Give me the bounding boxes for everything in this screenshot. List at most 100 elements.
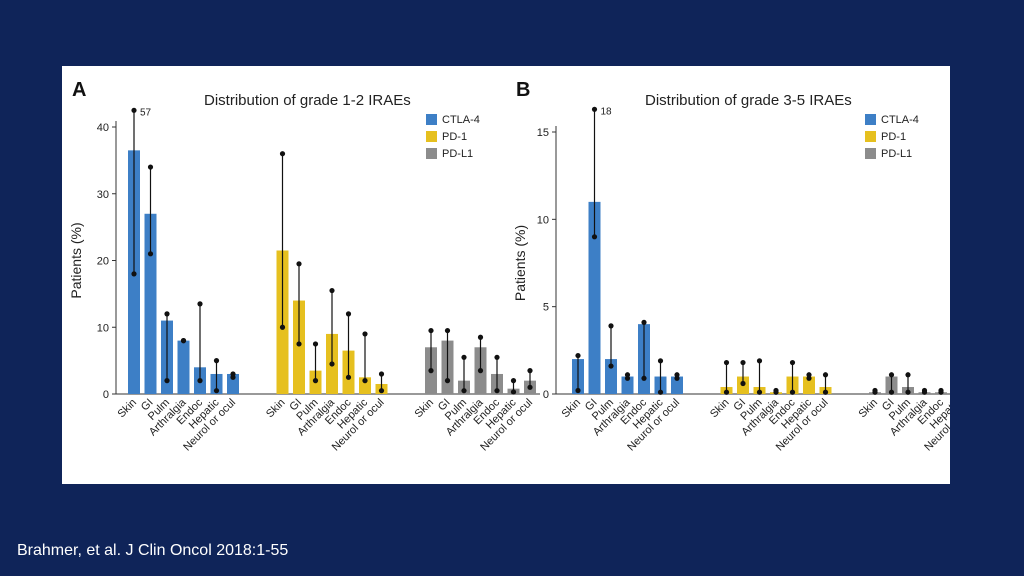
error-bar-low xyxy=(147,251,154,257)
error-bar-low xyxy=(888,389,895,395)
error-bar-low xyxy=(213,388,220,394)
error-bar-low xyxy=(428,368,434,374)
x-tick-label: Skin xyxy=(559,397,583,421)
error-bar-low xyxy=(806,375,812,381)
error-bar-low xyxy=(494,388,500,394)
error-bar-low xyxy=(756,389,763,395)
legend-label: CTLA-4 xyxy=(881,114,919,126)
legend-label: PD-1 xyxy=(881,131,906,143)
error-bar-low xyxy=(822,389,829,395)
error-bar-low xyxy=(312,378,319,384)
error-bar-low xyxy=(674,375,680,381)
error-bar-high xyxy=(641,319,647,325)
error-bar-high xyxy=(494,354,500,360)
y-tick-label: 40 xyxy=(97,122,109,134)
annotation-label: 57 xyxy=(140,107,152,118)
error-bar-low xyxy=(905,389,911,395)
error-bar-high xyxy=(888,372,895,378)
error-bar-high xyxy=(444,327,451,334)
y-tick-label: 5 xyxy=(543,302,549,314)
error-bar-high xyxy=(591,106,598,112)
error-bar-low xyxy=(773,389,779,395)
bar-pd-1-hepatic xyxy=(803,376,815,394)
chart-title: Distribution of grade 1-2 IRAEs xyxy=(204,92,411,109)
panel-label: B xyxy=(516,79,530,101)
error-bar-low xyxy=(740,380,746,387)
error-bar-low xyxy=(477,368,484,374)
error-bar-low xyxy=(131,271,137,277)
error-bar-high xyxy=(756,358,763,364)
error-bar-high xyxy=(510,378,517,384)
y-tick-label: 10 xyxy=(97,322,109,334)
error-bar-high xyxy=(213,358,220,364)
legend-label: PD-1 xyxy=(442,131,467,143)
error-bar-low xyxy=(921,389,928,395)
error-bar-high xyxy=(197,301,203,307)
error-bar-high xyxy=(362,331,368,337)
legend-swatch-ctla-4 xyxy=(426,114,437,125)
bar-ctla-4-arthralgia xyxy=(621,376,634,394)
y-tick-label: 0 xyxy=(103,389,109,401)
error-bar-low xyxy=(527,384,533,390)
error-bar-high xyxy=(461,354,467,360)
error-bar-high xyxy=(329,287,335,294)
error-bar-low xyxy=(378,388,385,394)
legend-label: CTLA-4 xyxy=(442,114,480,126)
error-bar-low xyxy=(510,389,517,395)
error-bar-high xyxy=(147,164,154,170)
error-bar-low xyxy=(230,374,236,380)
error-bar-high xyxy=(131,107,137,113)
x-tick-label: Skin xyxy=(856,397,880,421)
error-bar-high xyxy=(608,323,614,329)
bar-ctla-4-arthralgia xyxy=(177,340,190,394)
error-bar-low xyxy=(641,375,647,381)
error-bar-high xyxy=(345,311,352,317)
legend-swatch-ctla-4 xyxy=(865,114,876,125)
error-bar-low xyxy=(329,361,335,367)
error-bar-low xyxy=(575,387,581,394)
error-bar-high xyxy=(723,359,730,366)
y-tick-label: 30 xyxy=(97,189,109,201)
error-bar-low xyxy=(723,389,730,395)
error-bar-high xyxy=(822,372,829,378)
legend-label: PD-L1 xyxy=(881,148,912,160)
x-tick-label: Skin xyxy=(708,397,732,421)
legend-swatch-pd-1 xyxy=(865,131,876,142)
y-tick-label: 10 xyxy=(537,214,549,226)
error-bar-high xyxy=(279,151,286,157)
annotation-label: 18 xyxy=(601,106,613,117)
error-bar-high xyxy=(905,372,911,378)
error-bar-high xyxy=(378,371,385,377)
y-tick-label: 0 xyxy=(543,389,549,401)
bar-ctla-4-neurol-or-ocul xyxy=(227,373,239,394)
y-tick-label: 15 xyxy=(537,127,549,139)
legend-swatch-pd-l1 xyxy=(426,148,437,159)
error-bar-low xyxy=(362,378,368,384)
y-axis-label: Patients (%) xyxy=(68,222,84,298)
error-bar-low xyxy=(789,389,796,395)
legend-label: PD-L1 xyxy=(442,148,473,160)
x-tick-label: Skin xyxy=(264,397,288,421)
error-bar-high xyxy=(477,334,484,340)
chart-b: B Distribution of grade 3-5 IRAEs Patients… xyxy=(512,79,984,454)
citation-text: Brahmer, et al. J Clin Oncol 2018:1-55 xyxy=(17,542,289,559)
y-tick-label: 20 xyxy=(97,256,109,268)
bar-pd-1-hepatic xyxy=(359,377,371,394)
error-bar-high xyxy=(575,352,581,359)
error-bar-high xyxy=(789,359,796,366)
error-bar-low xyxy=(296,341,302,347)
error-bar-low xyxy=(197,378,203,384)
error-bar-low xyxy=(279,324,286,330)
figure-svg: A Distribution of grade 1-2 IRAEs Patients… xyxy=(68,79,984,454)
error-bar-low xyxy=(461,388,467,394)
figure-panel: A Distribution of grade 1-2 IRAEs Patients… xyxy=(62,66,984,484)
legend-swatch-pd-l1 xyxy=(865,148,876,159)
error-bar-low xyxy=(345,374,352,380)
error-bar-high xyxy=(740,359,746,366)
bar-ctla-4-gi xyxy=(144,213,157,394)
error-bar-high xyxy=(527,368,533,374)
error-bar-high xyxy=(164,311,170,317)
error-bar-low xyxy=(591,234,598,240)
chart-title: Distribution of grade 3-5 IRAEs xyxy=(645,92,852,109)
x-tick-label: Skin xyxy=(412,397,436,421)
